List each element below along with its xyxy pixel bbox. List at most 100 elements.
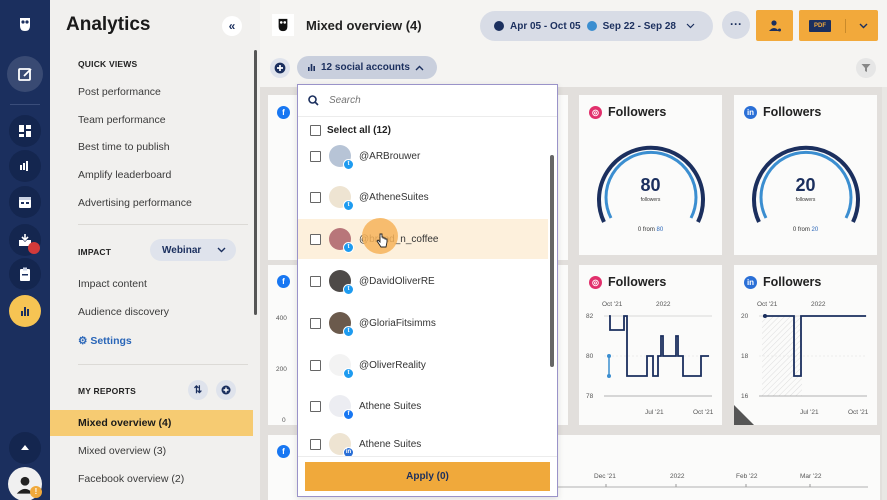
account-checkbox[interactable]	[310, 438, 321, 450]
account-option[interactable]: t @GloriaFitsimms	[298, 303, 548, 343]
card-title: Followers	[608, 275, 667, 289]
gauge-unit: followers	[795, 197, 816, 203]
followers-gauge	[752, 145, 860, 223]
select-all-option[interactable]: Select all (12)	[310, 125, 391, 136]
sidebar-item-advertising-performance[interactable]: Advertising performance	[78, 197, 192, 209]
card-header: ◎ Followers	[589, 275, 666, 289]
twitter-icon: t	[343, 200, 354, 211]
social-accounts-label: 12 social accounts	[321, 62, 410, 73]
date-range-picker[interactable]: Apr 05 - Oct 05 Sep 22 - Sep 28	[480, 11, 713, 41]
sidebar-item-team-performance[interactable]: Team performance	[78, 114, 166, 126]
expand-up-icon[interactable]	[9, 432, 41, 464]
account-avatar: t	[329, 228, 354, 253]
account-option[interactable]: t @DavidOliverRE	[298, 261, 548, 301]
x-tick: Mar '22	[800, 473, 822, 480]
gauge-value: 20	[795, 175, 816, 195]
rail-divider	[10, 104, 40, 105]
impact-settings-link[interactable]: ⚙ Settings	[78, 335, 132, 347]
primary-date-range: Apr 05 - Oct 05	[510, 20, 581, 32]
instagram-icon: ◎	[589, 275, 602, 289]
impact-dropdown[interactable]: Webinar	[150, 239, 236, 261]
search-icon	[308, 95, 319, 106]
account-option[interactable]: t @OliverReality	[298, 345, 548, 385]
sidebar-item-best-time[interactable]: Best time to publish	[78, 141, 170, 153]
report-item-mixed-overview-3[interactable]: Mixed overview (3)	[78, 445, 167, 457]
dropdown-scrollbar[interactable]	[550, 155, 554, 367]
y-tick: 0	[282, 417, 286, 424]
funnel-icon	[861, 64, 871, 72]
account-avatar: t	[329, 145, 354, 170]
bottom-tick: Oct '21	[848, 409, 869, 416]
select-all-label: Select all (12)	[327, 125, 391, 136]
twitter-icon: t	[343, 284, 354, 295]
sidebar-item-impact-content[interactable]: Impact content	[78, 278, 147, 290]
account-option[interactable]: f Athene Suites	[298, 386, 548, 426]
account-checkbox[interactable]	[310, 400, 321, 412]
sidebar-item-amplify-leaderboard[interactable]: Amplify leaderboard	[78, 169, 172, 181]
account-name: Athene Suites	[359, 400, 422, 412]
share-button[interactable]	[756, 10, 793, 41]
sidebar-item-audience-discovery[interactable]: Audience discovery	[78, 306, 170, 318]
twitter-icon: t	[343, 368, 354, 379]
y-tick: 400	[276, 315, 287, 322]
add-report-button[interactable]	[216, 380, 236, 400]
sort-icon: ⇅	[193, 384, 203, 396]
bottom-tick: Jul '21	[645, 409, 664, 416]
account-checkbox[interactable]	[310, 275, 321, 287]
instagram-followers-gauge-card: ◎ Followers 80 followers 0 from 80	[579, 95, 722, 255]
more-options-button[interactable]: ···	[722, 11, 750, 39]
dashboard-icon[interactable]	[9, 115, 41, 147]
plus-circle-icon	[221, 385, 231, 395]
notification-badge	[28, 242, 40, 254]
add-filter-button[interactable]	[270, 58, 290, 78]
twitter-icon: t	[343, 242, 354, 253]
compare-range-dot	[586, 21, 597, 31]
report-title: Mixed overview (4)	[306, 18, 422, 33]
select-all-checkbox[interactable]	[310, 125, 321, 136]
analytics-icon[interactable]	[9, 295, 41, 327]
filter-button[interactable]	[856, 58, 876, 78]
social-accounts-filter[interactable]: 12 social accounts	[297, 56, 437, 79]
account-avatar: t	[329, 270, 354, 295]
account-checkbox[interactable]	[310, 317, 321, 329]
apply-button[interactable]: Apply (0)	[305, 462, 550, 491]
account-option-hovered[interactable]: t @brand_n_coffee	[298, 219, 548, 259]
account-avatar: in	[329, 433, 354, 458]
account-checkbox[interactable]	[310, 191, 321, 203]
report-item-facebook-overview-2[interactable]: Facebook overview (2)	[78, 473, 185, 485]
card-title: Followers	[763, 105, 822, 119]
user-share-icon	[768, 19, 781, 31]
collapse-sidebar-button[interactable]: «	[222, 16, 242, 36]
owl-logo-icon[interactable]	[9, 8, 41, 40]
account-checkbox[interactable]	[310, 233, 321, 245]
account-name: @ARBrouwer	[359, 150, 421, 162]
compose-icon[interactable]	[7, 56, 43, 92]
account-search-input[interactable]	[329, 95, 509, 106]
quick-views-heading: QUICK VIEWS	[78, 59, 138, 69]
account-avatar: t	[329, 354, 354, 379]
sort-reports-button[interactable]: ⇅	[188, 380, 208, 400]
account-option[interactable]: t @AtheneSuites	[298, 177, 548, 217]
board-scrollbar[interactable]	[882, 87, 887, 500]
pdf-icon: PDF	[809, 19, 831, 32]
export-pdf-button[interactable]: PDF	[799, 10, 878, 41]
followers-line-chart	[604, 315, 712, 397]
chevron-down-icon[interactable]	[859, 23, 868, 29]
account-checkbox[interactable]	[310, 359, 321, 371]
streams-icon[interactable]	[9, 150, 41, 182]
planner-calendar-icon[interactable]	[9, 186, 41, 218]
sidebar-scrollbar[interactable]	[254, 50, 257, 315]
sidebar-item-post-performance[interactable]: Post performance	[78, 86, 161, 98]
account-option[interactable]: t @ARBrouwer	[298, 136, 548, 176]
account-checkbox[interactable]	[310, 150, 321, 162]
active-report-highlight	[50, 410, 253, 436]
gauge-range: 0 from 80	[637, 227, 664, 233]
account-option[interactable]: in Athene Suites	[298, 427, 548, 461]
report-item-mixed-overview-4[interactable]: Mixed overview (4)	[78, 417, 172, 429]
account-avatar: f	[329, 395, 354, 420]
user-avatar[interactable]	[8, 467, 42, 500]
plus-circle-icon	[274, 62, 286, 74]
assignments-clipboard-icon[interactable]	[9, 258, 41, 290]
card-header: ◎ Followers	[589, 105, 666, 119]
